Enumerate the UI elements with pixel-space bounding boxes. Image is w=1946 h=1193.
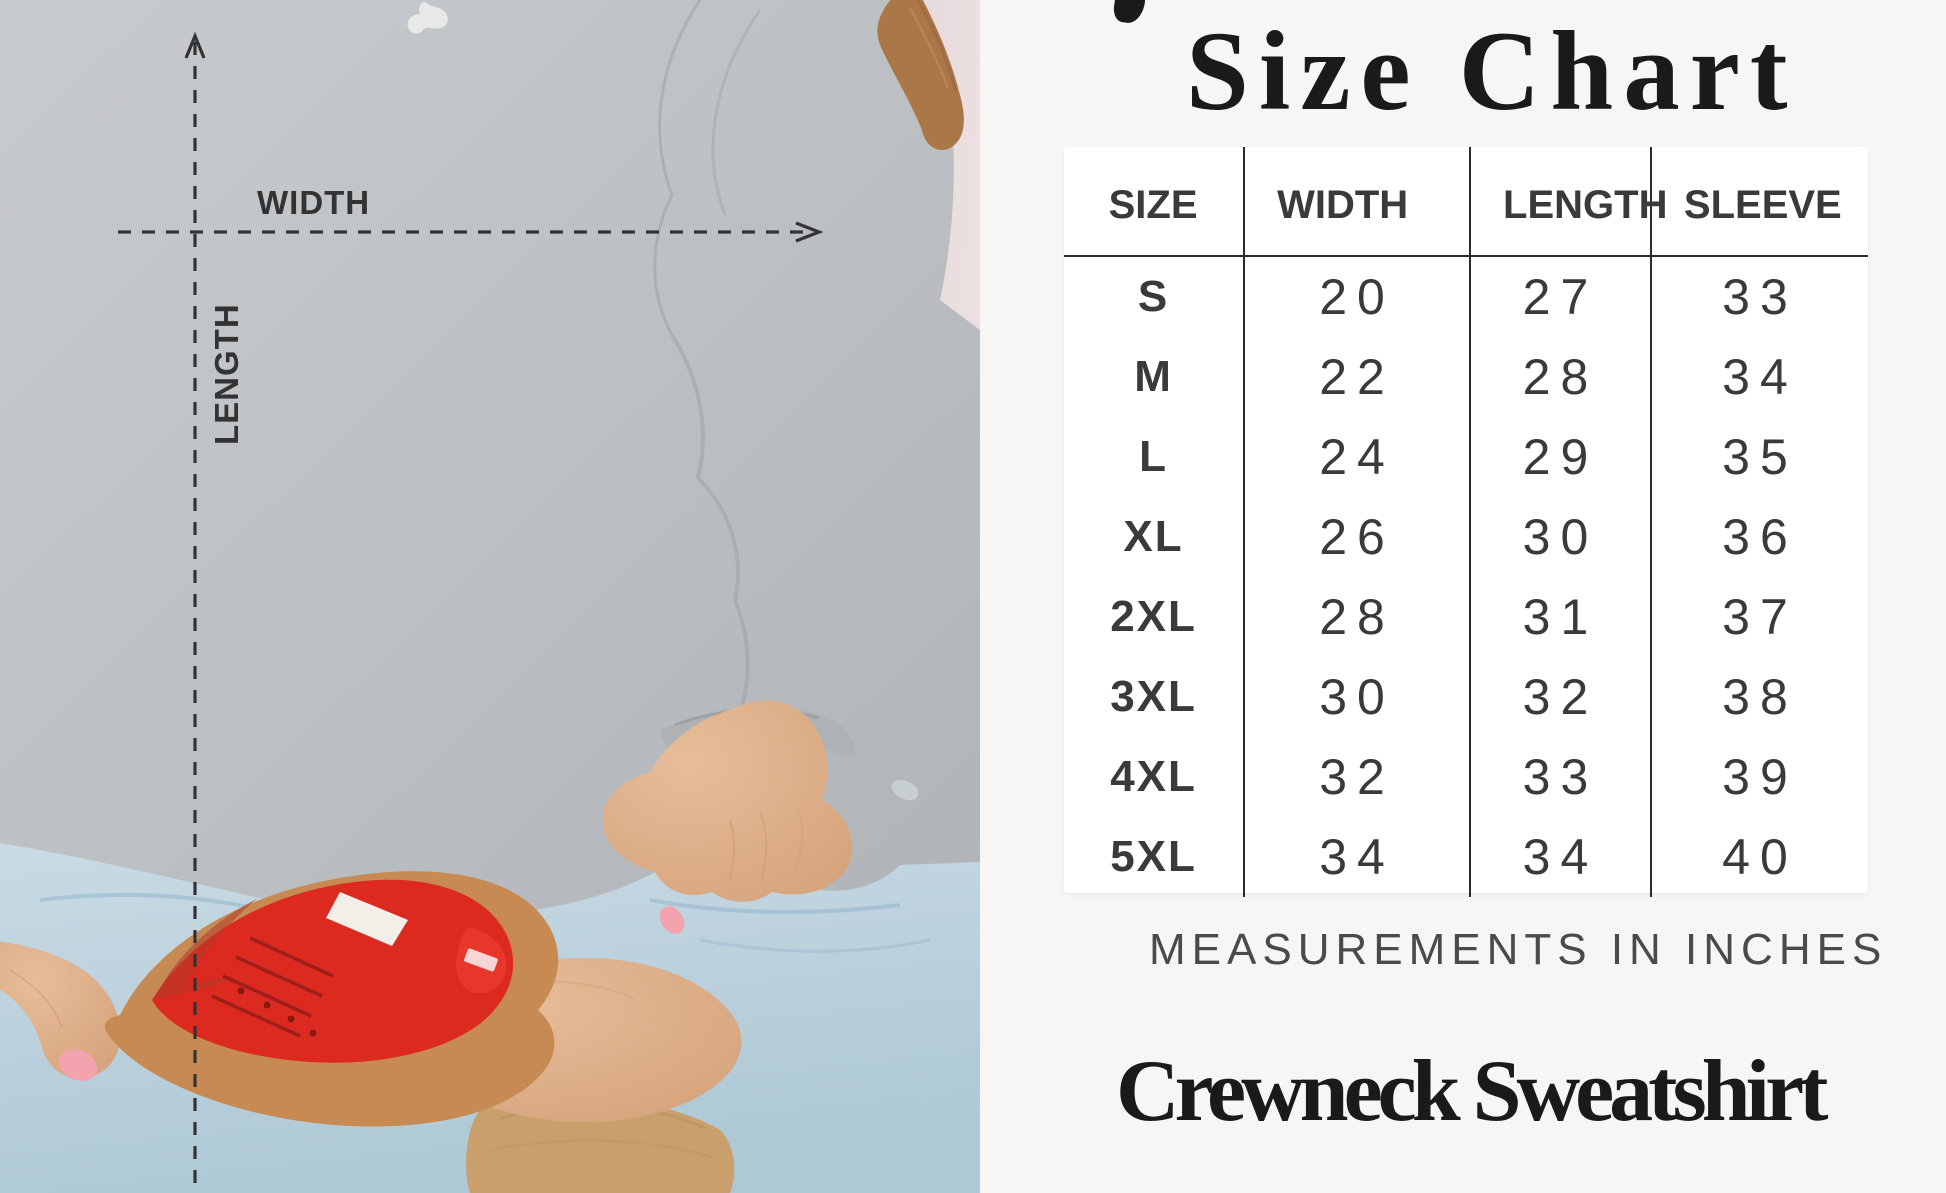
svg-text:WIDTH: WIDTH: [257, 184, 370, 221]
svg-text:LENGTH: LENGTH: [208, 303, 245, 445]
